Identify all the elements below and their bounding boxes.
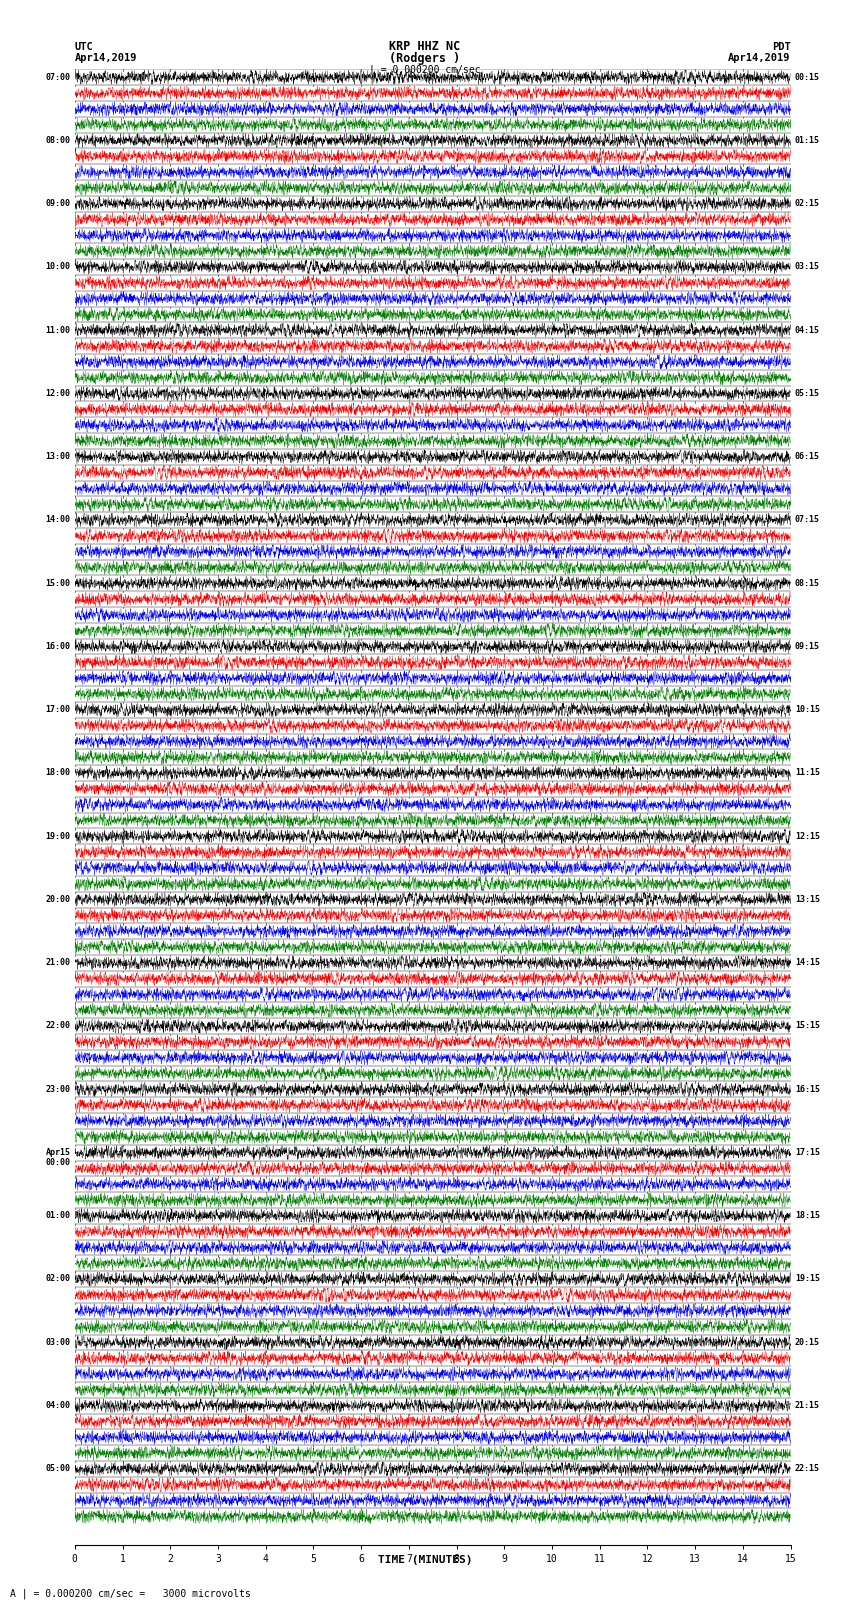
Text: 06:15: 06:15 — [795, 452, 819, 461]
Text: 09:00: 09:00 — [46, 198, 71, 208]
Text: 08:15: 08:15 — [795, 579, 819, 587]
Text: 10:00: 10:00 — [46, 263, 71, 271]
Text: 21:15: 21:15 — [795, 1402, 819, 1410]
Text: 16:00: 16:00 — [46, 642, 71, 652]
Text: 22:00: 22:00 — [46, 1021, 71, 1031]
Text: PDT: PDT — [772, 42, 791, 52]
Text: 18:00: 18:00 — [46, 768, 71, 777]
Text: | = 0.000200 cm/sec: | = 0.000200 cm/sec — [369, 65, 481, 74]
Text: 04:00: 04:00 — [46, 1402, 71, 1410]
Text: 04:15: 04:15 — [795, 326, 819, 334]
Text: 13:15: 13:15 — [795, 895, 819, 903]
Text: 23:00: 23:00 — [46, 1084, 71, 1094]
Text: 21:00: 21:00 — [46, 958, 71, 968]
Text: 12:15: 12:15 — [795, 832, 819, 840]
Text: 10:15: 10:15 — [795, 705, 819, 715]
Text: UTC: UTC — [75, 42, 94, 52]
Text: 03:15: 03:15 — [795, 263, 819, 271]
Text: Apr14,2019: Apr14,2019 — [75, 53, 138, 63]
Text: 20:15: 20:15 — [795, 1337, 819, 1347]
Text: 09:15: 09:15 — [795, 642, 819, 652]
Text: 11:15: 11:15 — [795, 768, 819, 777]
Text: 08:00: 08:00 — [46, 135, 71, 145]
Text: 05:15: 05:15 — [795, 389, 819, 398]
Text: 01:00: 01:00 — [46, 1211, 71, 1219]
Text: (Rodgers ): (Rodgers ) — [389, 52, 461, 65]
Text: 17:00: 17:00 — [46, 705, 71, 715]
Text: Apr15
00:00: Apr15 00:00 — [46, 1148, 71, 1168]
Text: 15:00: 15:00 — [46, 579, 71, 587]
Text: 19:00: 19:00 — [46, 832, 71, 840]
Text: 19:15: 19:15 — [795, 1274, 819, 1284]
Text: TIME (MINUTES): TIME (MINUTES) — [377, 1555, 473, 1565]
Text: 07:00: 07:00 — [46, 73, 71, 82]
Text: 15:15: 15:15 — [795, 1021, 819, 1031]
Text: A | = 0.000200 cm/sec =   3000 microvolts: A | = 0.000200 cm/sec = 3000 microvolts — [10, 1589, 251, 1598]
Text: 00:15: 00:15 — [795, 73, 819, 82]
Text: 14:15: 14:15 — [795, 958, 819, 968]
Text: 12:00: 12:00 — [46, 389, 71, 398]
Text: 20:00: 20:00 — [46, 895, 71, 903]
Text: 01:15: 01:15 — [795, 135, 819, 145]
Text: 07:15: 07:15 — [795, 516, 819, 524]
Text: 18:15: 18:15 — [795, 1211, 819, 1219]
Text: 16:15: 16:15 — [795, 1084, 819, 1094]
Text: 11:00: 11:00 — [46, 326, 71, 334]
Text: 05:00: 05:00 — [46, 1465, 71, 1473]
Text: 13:00: 13:00 — [46, 452, 71, 461]
Text: 02:15: 02:15 — [795, 198, 819, 208]
Text: 14:00: 14:00 — [46, 516, 71, 524]
Text: Apr14,2019: Apr14,2019 — [728, 53, 791, 63]
Text: 02:00: 02:00 — [46, 1274, 71, 1284]
Text: KRP HHZ NC: KRP HHZ NC — [389, 40, 461, 53]
Text: 22:15: 22:15 — [795, 1465, 819, 1473]
Text: 03:00: 03:00 — [46, 1337, 71, 1347]
Text: 17:15: 17:15 — [795, 1148, 819, 1157]
